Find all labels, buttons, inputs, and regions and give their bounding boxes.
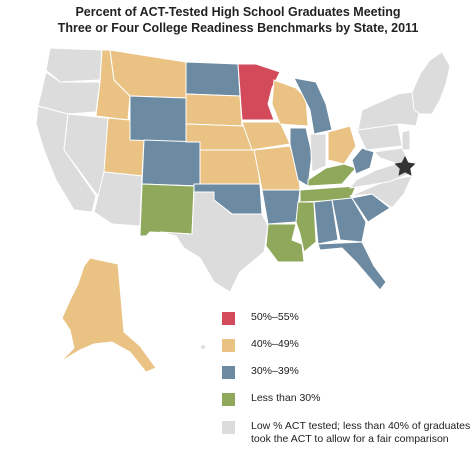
state-michigan bbox=[293, 77, 333, 135]
state-ohio bbox=[327, 125, 357, 165]
state-washington bbox=[45, 47, 103, 83]
map-title-line-2: Three or Four College Readiness Benchmar… bbox=[57, 21, 419, 35]
legend-swatch bbox=[222, 393, 235, 406]
legend-label: Low % ACT tested; less than 40% of gradu… bbox=[251, 420, 471, 445]
state-colorado bbox=[141, 139, 201, 187]
state-arkansas bbox=[261, 189, 301, 225]
state-georgia bbox=[331, 197, 367, 243]
state-new-mexico bbox=[139, 183, 195, 237]
state-alabama bbox=[313, 199, 339, 245]
legend-swatch bbox=[222, 339, 235, 352]
state-new-england bbox=[411, 51, 451, 115]
state-wisconsin bbox=[271, 79, 309, 127]
legend-swatch bbox=[222, 421, 235, 434]
map-title: Percent of ACT-Tested High School Gradua… bbox=[0, 4, 476, 36]
legend-label: 30%–39% bbox=[251, 365, 299, 377]
legend-label: 50%–55% bbox=[251, 311, 299, 323]
state-south-dakota bbox=[185, 93, 243, 127]
legend-label: Less than 30% bbox=[251, 392, 321, 404]
state-wyoming bbox=[129, 95, 187, 143]
state-alaska bbox=[59, 257, 157, 373]
state-north-dakota bbox=[185, 61, 241, 97]
state-new-york bbox=[357, 91, 421, 131]
state-kansas bbox=[199, 149, 261, 185]
legend-item-less-than-30: Less than 30% bbox=[222, 392, 320, 406]
state-louisiana bbox=[265, 223, 305, 263]
legend-label: 40%–49% bbox=[251, 338, 299, 350]
legend-item-30-39: 30%–39% bbox=[222, 365, 299, 379]
legend-swatch bbox=[222, 312, 235, 325]
star-icon bbox=[394, 156, 416, 176]
state-florida bbox=[317, 241, 387, 291]
state-texas bbox=[159, 191, 269, 293]
state-south-carolina bbox=[351, 193, 391, 223]
state-west-virginia bbox=[351, 147, 375, 175]
legend-swatch bbox=[222, 366, 235, 379]
state-hawaii bbox=[199, 343, 207, 351]
state-new-jersey bbox=[401, 129, 411, 151]
map-title-line-1: Percent of ACT-Tested High School Gradua… bbox=[75, 5, 401, 19]
legend-item-low-tested: Low % ACT tested; less than 40% of gradu… bbox=[222, 420, 471, 446]
map-legend: 50%–55% 40%–49% 30%–39% Less than 30% Lo… bbox=[208, 292, 476, 465]
legend-item-40-49: 40%–49% bbox=[222, 338, 299, 352]
legend-item-50-55: 50%–55% bbox=[222, 311, 299, 325]
state-minnesota bbox=[237, 63, 281, 121]
state-indiana bbox=[309, 133, 327, 173]
